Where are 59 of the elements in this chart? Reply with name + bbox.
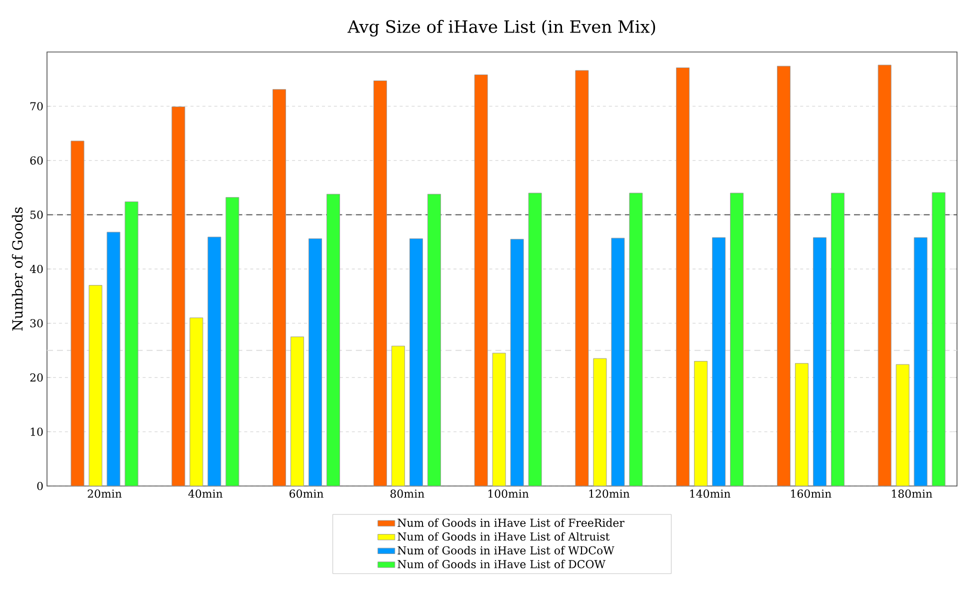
bar xyxy=(272,89,286,486)
bar xyxy=(575,70,589,486)
bar xyxy=(208,236,222,486)
bar xyxy=(932,192,946,486)
legend-label: Num of Goods in iHave List of FreeRider xyxy=(398,518,624,527)
bar xyxy=(373,80,387,486)
x-tick-label: 160min xyxy=(791,490,832,498)
y-tick-label: 60 xyxy=(30,156,43,165)
bar xyxy=(730,192,744,486)
bar xyxy=(492,352,506,486)
bar xyxy=(70,140,84,486)
y-tick-label: 0 xyxy=(37,482,43,490)
bar xyxy=(830,192,844,486)
y-tick-label: 50 xyxy=(30,210,43,219)
y-tick-label: 30 xyxy=(30,319,43,328)
x-tick-label: 180min xyxy=(892,490,932,498)
bar xyxy=(106,232,120,486)
x-tick-label: 80min xyxy=(390,490,424,498)
bar xyxy=(409,238,423,486)
x-tick-label: 40min xyxy=(188,490,223,498)
x-tick-label: 20min xyxy=(88,490,122,498)
bar xyxy=(308,238,322,486)
bar xyxy=(629,192,643,486)
y-tick-label: 70 xyxy=(30,102,43,110)
bar xyxy=(593,358,607,486)
x-tick-label: 100min xyxy=(488,490,529,498)
bar xyxy=(812,237,826,486)
y-tick-label: 20 xyxy=(30,373,43,382)
bar xyxy=(88,285,102,486)
bar xyxy=(124,201,138,486)
bar xyxy=(172,106,186,486)
bar xyxy=(776,66,790,486)
bar xyxy=(190,318,204,486)
bar xyxy=(226,197,240,486)
bar xyxy=(290,336,304,486)
x-tick-label: 140min xyxy=(690,490,730,498)
x-tick-label: 120min xyxy=(589,490,630,498)
legend-label: Num of Goods in iHave List of DCOW xyxy=(398,560,606,568)
bar xyxy=(878,64,892,486)
bar xyxy=(510,238,524,486)
bar xyxy=(712,237,726,486)
bar xyxy=(914,237,928,486)
y-tick-label: 40 xyxy=(30,264,43,274)
bar xyxy=(676,67,690,486)
bar xyxy=(528,192,542,486)
bar xyxy=(391,346,405,486)
bar xyxy=(896,364,910,486)
bar xyxy=(794,363,808,486)
bar xyxy=(694,360,708,486)
legend-label: Num of Goods in iHave List of Altruist xyxy=(398,532,610,541)
bar xyxy=(326,194,340,486)
bar xyxy=(611,238,625,486)
bar xyxy=(474,74,488,486)
y-axis-title: Number of Goods xyxy=(12,207,23,331)
chart-title: Avg Size of iHave List (in Even Mix) xyxy=(348,20,656,37)
legend-label: Num of Goods in iHave List of WDCoW xyxy=(398,546,614,554)
x-tick-label: 60min xyxy=(290,490,324,498)
y-tick-label: 10 xyxy=(30,428,43,436)
bar xyxy=(427,194,441,486)
